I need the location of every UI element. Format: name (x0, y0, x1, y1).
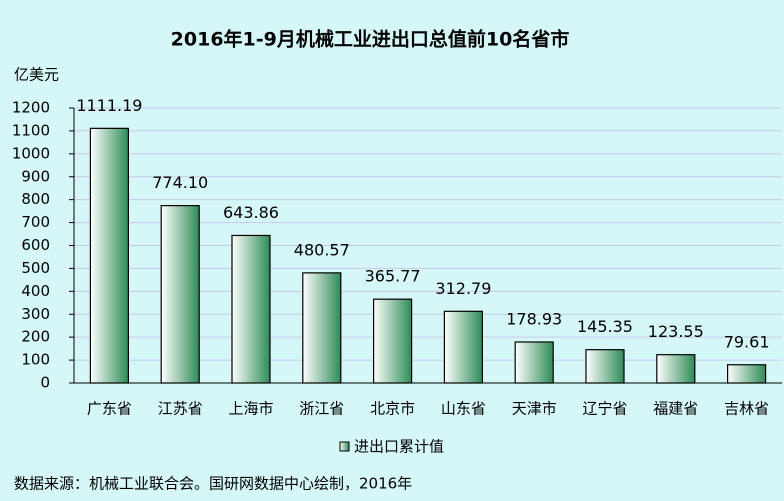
y-axis-label: 亿美元 (14, 66, 59, 84)
value-label: 774.10 (152, 173, 208, 192)
bar (585, 349, 625, 384)
y-tick-label: 200 (21, 328, 50, 346)
y-tick-label: 100 (21, 351, 50, 369)
bar (89, 127, 130, 384)
value-label: 79.61 (724, 332, 770, 351)
bar (726, 364, 767, 384)
x-tick-label: 福建省 (653, 400, 698, 418)
y-tick-label: 600 (21, 236, 50, 254)
value-label: 145.35 (577, 317, 633, 336)
y-tick-label: 1000 (12, 144, 50, 162)
source-note: 数据来源：机械工业联合会。国研网数据中心绘制，2016年 (14, 475, 412, 493)
x-tick-label: 北京市 (370, 400, 415, 418)
y-tick-label: 900 (21, 167, 50, 185)
y-tick-label: 0 (40, 374, 50, 392)
value-label: 480.57 (294, 240, 350, 259)
y-tick-label: 1200 (12, 99, 50, 117)
x-tick-label: 江苏省 (158, 400, 203, 418)
x-tick-label: 上海市 (228, 400, 273, 418)
bar (231, 234, 271, 384)
value-label: 312.79 (435, 279, 491, 298)
bar (160, 205, 200, 384)
y-tick-label: 400 (21, 282, 50, 300)
value-label: 1111.19 (76, 96, 142, 115)
y-tick-label: 500 (21, 259, 50, 277)
x-tick-label: 辽宁省 (582, 400, 627, 418)
value-label: 365.77 (365, 267, 421, 286)
y-tick-label: 1100 (12, 121, 50, 139)
legend-swatch (339, 441, 350, 452)
x-tick-label: 山东省 (441, 400, 486, 418)
y-tick-label: 700 (21, 213, 50, 231)
bar (443, 310, 483, 384)
x-tick-label: 浙江省 (299, 400, 344, 418)
x-tick-label: 吉林省 (724, 400, 769, 418)
x-tick-label: 广东省 (87, 400, 132, 418)
chart-title: 2016年1-9月机械工业进出口总值前10名省市 (171, 28, 570, 51)
x-tick-label: 天津市 (512, 400, 557, 418)
bar (514, 341, 554, 384)
bar (302, 272, 342, 384)
bar (373, 298, 413, 384)
value-label: 178.93 (506, 309, 562, 328)
bar (656, 354, 696, 384)
legend-label: 进出口累计值 (354, 438, 444, 456)
y-tick-label: 300 (21, 305, 50, 323)
value-label: 643.86 (223, 203, 279, 222)
y-tick-label: 800 (21, 190, 50, 208)
value-label: 123.55 (648, 322, 704, 341)
